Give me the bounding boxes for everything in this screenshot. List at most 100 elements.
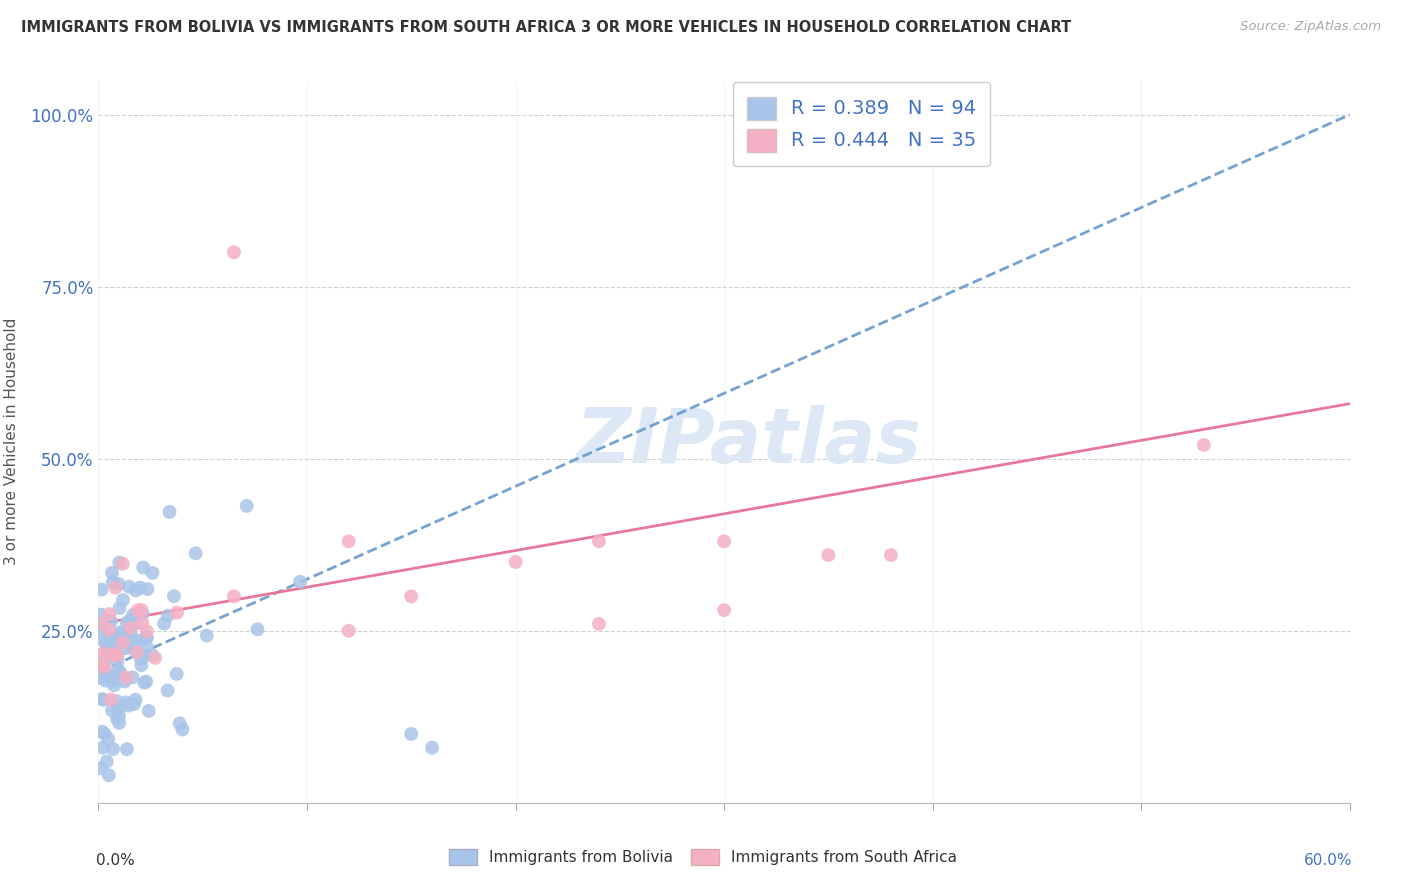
Point [93, 727, 115, 741]
Text: Source: ZipAtlas.com: Source: ZipAtlas.com [1240, 20, 1381, 33]
Point [880, 548, 903, 562]
Point [124, 638, 146, 652]
Point [129, 581, 152, 595]
Point [117, 698, 139, 713]
Point [97, 669, 120, 683]
Point [98, 630, 121, 644]
Point [222, 245, 245, 260]
Point [101, 646, 124, 660]
Point [96, 755, 118, 769]
Point [122, 642, 145, 657]
Point [235, 499, 257, 513]
Point [112, 635, 135, 649]
Point [108, 625, 131, 640]
Text: IMMIGRANTS FROM BOLIVIA VS IMMIGRANTS FROM SOUTH AFRICA 3 OR MORE VEHICLES IN HO: IMMIGRANTS FROM BOLIVIA VS IMMIGRANTS FR… [21, 20, 1071, 35]
Point [156, 608, 179, 623]
Point [132, 560, 155, 574]
Point [100, 673, 122, 688]
Point [101, 566, 124, 580]
Point [136, 582, 159, 596]
Point [159, 505, 181, 519]
Point [112, 634, 135, 648]
Point [107, 577, 129, 591]
Point [107, 663, 129, 677]
Text: 0.0%: 0.0% [96, 854, 135, 869]
Point [107, 703, 129, 717]
Legend: R = 0.389   N = 94, R = 0.444   N = 35: R = 0.389 N = 94, R = 0.444 N = 35 [733, 82, 990, 167]
Point [131, 603, 153, 617]
Point [153, 616, 176, 631]
Point [337, 624, 360, 638]
Point [90, 582, 112, 597]
Point [135, 674, 157, 689]
Point [121, 670, 143, 684]
Point [122, 607, 145, 622]
Point [101, 574, 124, 589]
Point [135, 640, 157, 655]
Point [127, 603, 149, 617]
Point [91, 692, 114, 706]
Point [101, 668, 124, 682]
Point [129, 651, 152, 665]
Point [103, 647, 125, 661]
Point [100, 615, 122, 629]
Point [108, 708, 131, 723]
Point [97, 623, 120, 637]
Point [91, 620, 114, 634]
Point [100, 692, 122, 706]
Point [114, 641, 136, 656]
Point [98, 607, 121, 621]
Point [246, 623, 269, 637]
Point [97, 647, 120, 661]
Point [91, 724, 114, 739]
Point [91, 692, 114, 706]
Point [505, 555, 527, 569]
Point [131, 607, 153, 621]
Point [166, 606, 188, 620]
Point [195, 629, 218, 643]
Point [120, 621, 142, 635]
Point [94, 637, 117, 651]
Point [94, 673, 117, 688]
Point [169, 716, 191, 731]
Point [115, 615, 138, 630]
Point [87, 632, 110, 646]
Point [117, 631, 139, 645]
Text: ZIPatlas: ZIPatlas [576, 405, 922, 478]
Point [108, 556, 131, 570]
Point [337, 534, 360, 549]
Point [588, 616, 610, 631]
Point [166, 666, 188, 681]
Point [115, 742, 138, 756]
Y-axis label: 3 or more Vehicles in Household: 3 or more Vehicles in Household [4, 318, 20, 566]
Point [125, 608, 148, 623]
Legend: Immigrants from Bolivia, Immigrants from South Africa: Immigrants from Bolivia, Immigrants from… [443, 843, 963, 871]
Point [91, 647, 114, 661]
Point [136, 624, 159, 639]
Point [105, 648, 128, 663]
Point [89, 761, 111, 775]
Point [142, 648, 165, 663]
Point [143, 651, 166, 665]
Point [101, 742, 124, 756]
Point [89, 671, 111, 685]
Point [713, 534, 735, 549]
Point [141, 566, 163, 580]
Point [103, 643, 125, 657]
Point [1192, 438, 1215, 452]
Point [122, 697, 145, 711]
Point [104, 648, 127, 662]
Point [107, 654, 129, 668]
Point [112, 625, 135, 640]
Point [101, 703, 124, 717]
Point [93, 660, 115, 674]
Point [93, 655, 115, 669]
Point [108, 601, 131, 615]
Point [288, 574, 311, 589]
Point [588, 534, 610, 549]
Point [111, 557, 134, 571]
Point [125, 645, 148, 659]
Point [222, 590, 245, 604]
Point [90, 607, 112, 622]
Point [91, 740, 114, 755]
